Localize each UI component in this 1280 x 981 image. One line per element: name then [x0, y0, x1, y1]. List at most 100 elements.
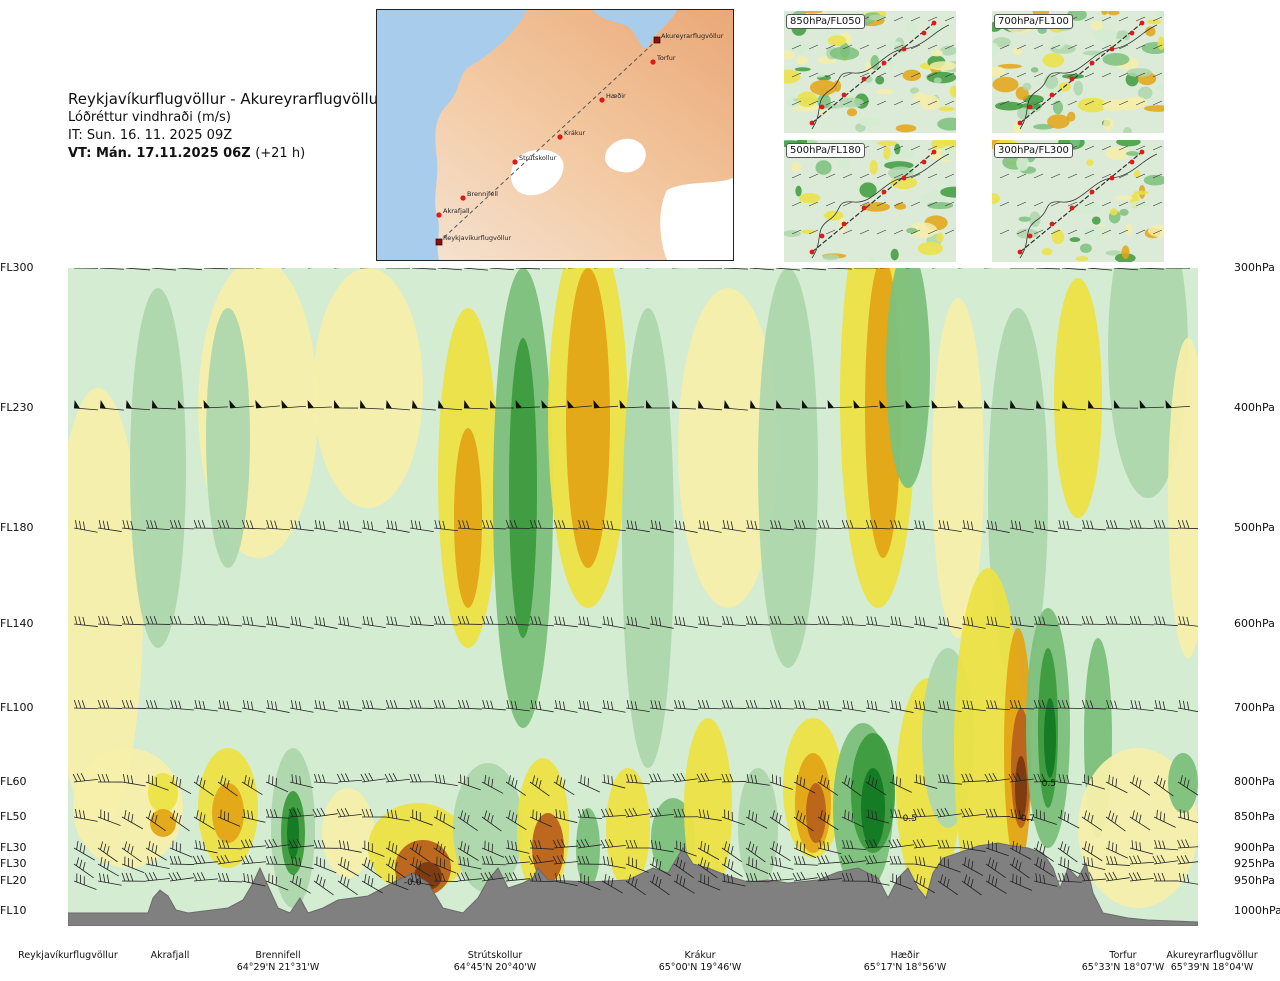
- mini-map-wind-barb: [999, 100, 1010, 106]
- wind-barb-feather: [1063, 858, 1066, 867]
- wind-barb-feather: [779, 776, 781, 786]
- wind-barb-staff: [145, 847, 167, 861]
- wind-barb-pennant: [489, 400, 496, 408]
- wind-barb-feather: [484, 840, 486, 850]
- wind-barb: [625, 839, 651, 849]
- mini-map-wind-barb: [1118, 173, 1129, 179]
- wind-barb-staff: [553, 527, 578, 530]
- mini-map-coastline: [811, 24, 950, 130]
- wind-barb-staff: [385, 527, 410, 533]
- mini-map-field-patch: [811, 73, 826, 78]
- wind-barb-feather: [291, 774, 294, 783]
- wind-barb-pennant: [593, 400, 600, 408]
- wind-barb: [905, 400, 930, 409]
- wind-barb-feather: [172, 810, 176, 819]
- wind-barb-feather: [794, 855, 798, 865]
- wind-barb-staff: [265, 781, 289, 793]
- wind-barb-feather: [481, 855, 486, 865]
- wind-barb-feather: [151, 812, 155, 822]
- wind-barb-pennant: [724, 400, 730, 409]
- wind-barb-feather: [556, 775, 559, 784]
- wind-barb: [769, 856, 794, 870]
- wind-barb-feather: [584, 875, 586, 884]
- wind-barb-feather: [943, 876, 947, 886]
- wind-barb-staff: [217, 781, 238, 797]
- wind-barb-feather: [846, 616, 850, 625]
- wind-barb-feather: [419, 812, 421, 821]
- wind-barb: [385, 840, 408, 861]
- wind-barb-feather: [485, 520, 490, 529]
- wind-barb-feather: [266, 519, 270, 529]
- wind-barb-feather: [820, 810, 823, 819]
- wind-barb-feather: [463, 812, 467, 822]
- wind-barb-staff: [553, 623, 578, 628]
- wind-barb-feather: [726, 520, 730, 530]
- wind-barb-feather: [850, 616, 854, 625]
- wind-barb-feather: [203, 814, 206, 823]
- wind-barb: [125, 400, 150, 411]
- wind-barb-staff: [385, 847, 408, 861]
- wind-barb-feather: [1182, 616, 1186, 625]
- mini-map-850-svg: [784, 11, 956, 133]
- wind-barb-feather: [295, 616, 298, 626]
- wind-barb-staff: [289, 814, 314, 818]
- wind-barb-feather: [122, 774, 126, 783]
- wind-barb-staff: [801, 268, 826, 271]
- wind-barb: [411, 400, 436, 411]
- wind-barb-feather: [797, 520, 802, 529]
- wind-barb-feather: [559, 873, 562, 883]
- wind-barb: [192, 855, 218, 865]
- wind-barb-feather: [1136, 871, 1142, 880]
- mini-map-field-patch: [994, 101, 1024, 111]
- wind-barb-feather: [148, 841, 151, 850]
- wind-barb: [360, 772, 386, 783]
- wind-barb-feather: [203, 841, 206, 851]
- wind-barb-staff: [937, 781, 962, 785]
- wind-barb-feather: [1080, 872, 1086, 881]
- wind-barb-feather: [533, 519, 538, 529]
- wind-barb-feather: [412, 809, 414, 819]
- wind-barb-pennant: [1088, 400, 1094, 409]
- wind-barb-pennant: [360, 400, 366, 409]
- wind-barb-feather: [777, 700, 782, 709]
- wind-barb-feather: [154, 814, 158, 824]
- wind-barb: [577, 808, 602, 819]
- mini-map-wind-barb: [808, 44, 819, 50]
- wind-barb-staff: [673, 863, 694, 879]
- mini-map-wind-barb: [1016, 44, 1027, 50]
- mini-map-field-patch: [879, 59, 895, 70]
- wind-barb: [97, 873, 122, 886]
- wind-barb-feather: [556, 855, 562, 864]
- wind-barb-feather: [339, 616, 342, 625]
- wind-barb-feather: [650, 699, 654, 709]
- wind-barb: [913, 856, 938, 869]
- wind-barb-staff: [601, 527, 626, 532]
- wind-barb-feather: [606, 520, 610, 529]
- wind-barb-feather: [394, 616, 398, 626]
- wind-barb: [97, 841, 118, 863]
- wind-barb-staff: [229, 405, 254, 409]
- wind-barb-feather: [346, 617, 350, 627]
- wind-barb-feather: [535, 777, 539, 787]
- wind-barb: [745, 615, 770, 626]
- mini-map-field-patch: [1041, 248, 1053, 256]
- wind-barb-feather: [291, 856, 294, 865]
- wind-barb-feather: [964, 808, 970, 817]
- wind-barb-feather: [1139, 842, 1142, 851]
- wind-barb-feather: [633, 839, 638, 849]
- wind-barb: [193, 840, 218, 854]
- wind-barb-feather: [803, 778, 806, 788]
- wind-barb-feather: [772, 810, 775, 819]
- wind-barb-feather: [172, 872, 178, 881]
- fl-tick-label: FL30: [0, 841, 27, 854]
- wind-barb: [841, 615, 866, 627]
- wind-barb-feather: [921, 808, 926, 817]
- wind-barb-staff: [1129, 781, 1151, 796]
- wind-barb-feather: [700, 773, 706, 782]
- wind-barb-staff: [463, 268, 488, 271]
- mini-map-field-patch: [992, 193, 1000, 204]
- wind-barb: [1129, 810, 1151, 831]
- wind-barb-staff: [649, 863, 672, 877]
- wind-barb: [1057, 519, 1082, 532]
- wind-barb-feather: [362, 699, 366, 709]
